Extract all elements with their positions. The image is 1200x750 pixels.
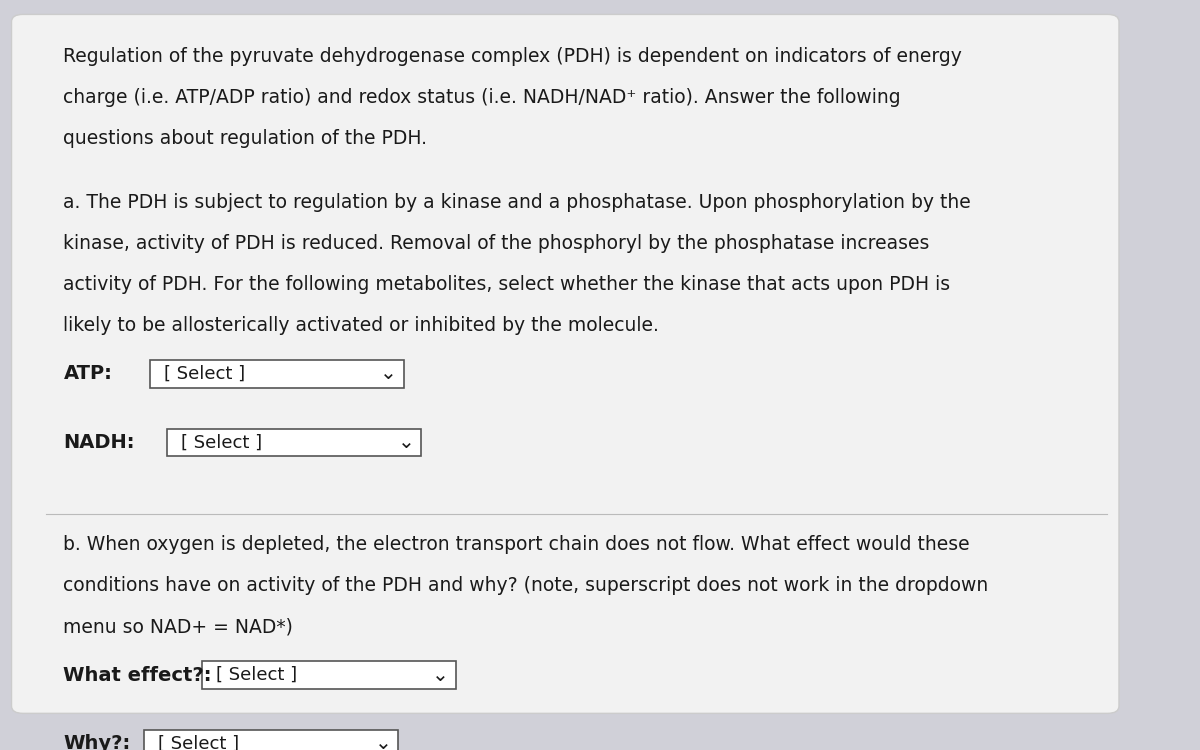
Text: ATP:: ATP: (64, 364, 113, 383)
Text: Regulation of the pyruvate dehydrogenase complex (PDH) is dependent on indicator: Regulation of the pyruvate dehydrogenase… (64, 46, 962, 66)
Text: kinase, activity of PDH is reduced. Removal of the phosphoryl by the phosphatase: kinase, activity of PDH is reduced. Remo… (64, 234, 930, 254)
Text: conditions have on activity of the PDH and why? (note, superscript does not work: conditions have on activity of the PDH a… (64, 577, 989, 596)
Text: a. The PDH is subject to regulation by a kinase and a phosphatase. Upon phosphor: a. The PDH is subject to regulation by a… (64, 193, 971, 212)
Text: ⌄: ⌄ (397, 433, 414, 452)
Text: [ Select ]: [ Select ] (164, 365, 245, 383)
Text: ⌄: ⌄ (432, 666, 449, 685)
Text: NADH:: NADH: (64, 433, 134, 452)
FancyBboxPatch shape (144, 730, 398, 750)
FancyBboxPatch shape (150, 360, 403, 388)
Text: [ Select ]: [ Select ] (216, 666, 296, 684)
Text: Why?:: Why?: (64, 734, 131, 750)
Text: b. When oxygen is depleted, the electron transport chain does not flow. What eff: b. When oxygen is depleted, the electron… (64, 536, 970, 554)
FancyBboxPatch shape (202, 662, 456, 688)
Text: ⌄: ⌄ (374, 734, 391, 750)
FancyBboxPatch shape (167, 429, 421, 456)
Text: [ Select ]: [ Select ] (158, 734, 239, 750)
Text: ⌄: ⌄ (380, 364, 397, 383)
Text: activity of PDH. For the following metabolites, select whether the kinase that a: activity of PDH. For the following metab… (64, 275, 950, 294)
Text: likely to be allosterically activated or inhibited by the molecule.: likely to be allosterically activated or… (64, 316, 659, 335)
Text: menu so NAD+ = NAD*): menu so NAD+ = NAD*) (64, 617, 293, 637)
FancyBboxPatch shape (12, 14, 1118, 713)
Text: [ Select ]: [ Select ] (181, 433, 263, 451)
Text: What effect?:: What effect?: (64, 666, 212, 685)
Text: questions about regulation of the PDH.: questions about regulation of the PDH. (64, 129, 427, 148)
Text: charge (i.e. ATP/ADP ratio) and redox status (i.e. NADH/NAD⁺ ratio). Answer the : charge (i.e. ATP/ADP ratio) and redox st… (64, 88, 901, 107)
